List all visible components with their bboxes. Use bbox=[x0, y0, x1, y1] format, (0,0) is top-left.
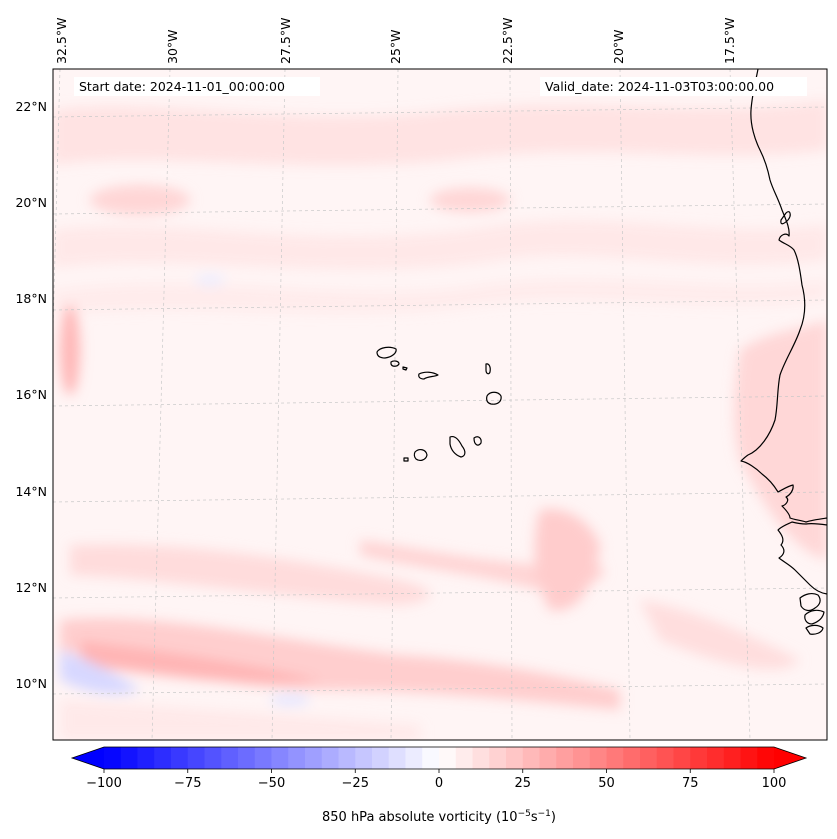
lat-label: 22°N bbox=[15, 99, 47, 114]
lon-label: 32.5°W bbox=[54, 18, 69, 64]
colorbar-segment bbox=[606, 747, 624, 769]
colorbar-segment bbox=[506, 747, 524, 769]
lat-label: 12°N bbox=[15, 580, 47, 595]
lon-label: 25°W bbox=[388, 29, 403, 64]
colorbar-segment bbox=[556, 747, 574, 769]
colorbar-segment bbox=[221, 747, 239, 769]
colorbar-segment bbox=[707, 747, 725, 769]
colorbar-segment bbox=[355, 747, 373, 769]
colorbar-segment bbox=[623, 747, 641, 769]
colorbar-segment bbox=[120, 747, 138, 769]
colorbar-segment bbox=[472, 747, 490, 769]
colorbar-max-extend bbox=[774, 747, 806, 769]
lon-label: 17.5°W bbox=[722, 18, 737, 64]
lon-label: 20°W bbox=[611, 29, 626, 64]
colorbar-segment bbox=[204, 747, 222, 769]
map-frame bbox=[52, 68, 828, 741]
colorbar: −100 −75 −50 −25 0 25 50 75 100 850 hPa absolute… bbox=[70, 746, 808, 825]
island-santo-antao bbox=[376, 346, 397, 359]
colorbar-segment bbox=[305, 747, 323, 769]
colorbar-segment bbox=[589, 747, 607, 769]
colorbar-segment bbox=[288, 747, 306, 769]
cape-verde-islands bbox=[376, 346, 502, 462]
colorbar-tick-label: 100 bbox=[762, 776, 787, 791]
lat-label: 16°N bbox=[15, 387, 47, 402]
colorbar-segment bbox=[740, 747, 758, 769]
lon-label: 27.5°W bbox=[278, 18, 293, 64]
colorbar-segment bbox=[757, 747, 775, 769]
colorbar-segment bbox=[154, 747, 172, 769]
colorbar-tick-label: −25 bbox=[342, 776, 369, 791]
colorbar-segment bbox=[187, 747, 205, 769]
colorbar-segment bbox=[539, 747, 557, 769]
colorbar-segment bbox=[171, 747, 189, 769]
colorbar-tick-label: 75 bbox=[682, 776, 699, 791]
island-fogo bbox=[413, 449, 428, 461]
colorbar-tick-label: −50 bbox=[258, 776, 285, 791]
longitude-labels: 32.5°W 30°W 27.5°W 25°W 22.5°W 20°W 17.5… bbox=[54, 18, 737, 64]
colorbar-segment bbox=[640, 747, 658, 769]
colorbar-tick-label: 50 bbox=[598, 776, 615, 791]
colorbar-segment bbox=[254, 747, 272, 769]
island-boa-vista bbox=[486, 391, 502, 405]
start-date-box bbox=[74, 77, 320, 96]
colorbar-segment bbox=[455, 747, 473, 769]
colorbar-segment bbox=[690, 747, 708, 769]
lat-label: 20°N bbox=[15, 195, 47, 210]
island-santiago bbox=[449, 435, 466, 458]
colorbar-segment bbox=[271, 747, 289, 769]
latitude-labels: 22°N 20°N 18°N 16°N 14°N 12°N 10°N bbox=[15, 99, 47, 691]
colorbar-segment bbox=[656, 747, 674, 769]
colorbar-ticks: −100 −75 −50 −25 0 25 50 75 100 bbox=[86, 769, 786, 791]
africa-coastline bbox=[740, 69, 827, 635]
valid-date-label: Valid_date: 2024-11-03T03:00:00.00 bbox=[545, 79, 774, 94]
colorbar-tick-label: −100 bbox=[86, 776, 122, 791]
colorbar-segment bbox=[388, 747, 406, 769]
colorbar-min-extend bbox=[72, 747, 104, 769]
start-date-label: Start date: 2024-11-01_00:00:00 bbox=[79, 79, 285, 94]
colorbar-segment bbox=[439, 747, 457, 769]
colorbar-segment bbox=[673, 747, 691, 769]
island-brava bbox=[403, 457, 409, 462]
island-maio bbox=[473, 436, 482, 446]
colorbar-tick-label: 0 bbox=[435, 776, 443, 791]
colorbar-segment bbox=[238, 747, 256, 769]
lat-label: 18°N bbox=[15, 291, 47, 306]
colorbar-segment bbox=[338, 747, 356, 769]
colorbar-segment bbox=[321, 747, 339, 769]
colorbar-segment bbox=[723, 747, 741, 769]
colorbar-segment bbox=[422, 747, 440, 769]
valid-date-box bbox=[540, 77, 807, 96]
lat-label: 10°N bbox=[15, 676, 47, 691]
colorbar-segment bbox=[137, 747, 155, 769]
lon-label: 30°W bbox=[165, 29, 180, 64]
island-sao-nicolau bbox=[418, 371, 439, 380]
graticule bbox=[53, 69, 827, 740]
colorbar-segment bbox=[522, 747, 540, 769]
lon-label: 22.5°W bbox=[500, 18, 515, 64]
colorbar-tick-label: 25 bbox=[514, 776, 531, 791]
island-santa-luzia bbox=[402, 366, 408, 371]
colorbar-segment bbox=[405, 747, 423, 769]
colorbar-segment bbox=[573, 747, 591, 769]
colorbar-tick-label: −75 bbox=[174, 776, 201, 791]
colorbar-segment bbox=[489, 747, 507, 769]
lat-label: 14°N bbox=[15, 484, 47, 499]
colorbar-segment bbox=[104, 747, 122, 769]
colorbar-segments bbox=[104, 747, 775, 769]
island-sal bbox=[485, 363, 491, 375]
island-sao-vicente bbox=[390, 360, 400, 367]
colorbar-segment bbox=[372, 747, 390, 769]
colorbar-label: 850 hPa absolute vorticity (10−5s−1) bbox=[322, 809, 556, 825]
vorticity-field bbox=[53, 100, 827, 740]
